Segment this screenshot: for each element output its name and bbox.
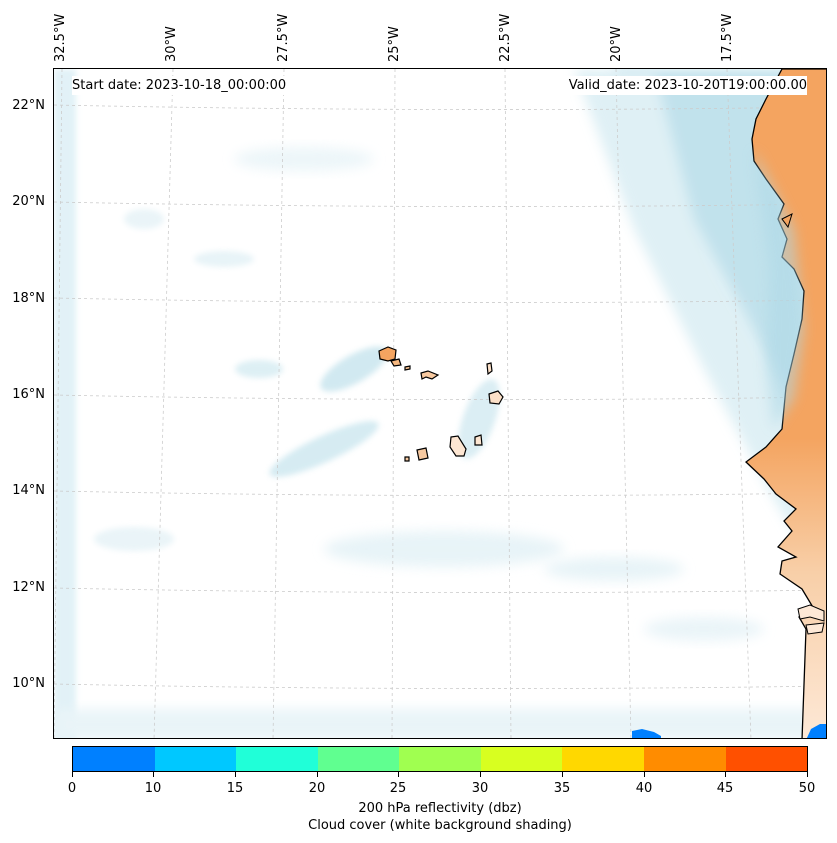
colorbar-segment bbox=[73, 747, 155, 771]
colorbar-tick-label: 45 bbox=[716, 781, 734, 796]
colorbar-tick bbox=[644, 772, 645, 777]
island-santa-luzia bbox=[404, 365, 411, 371]
colorbar-tick-label: 10 bbox=[144, 781, 162, 796]
africa-landmass bbox=[744, 69, 826, 738]
lat-label-20n: 20°N bbox=[12, 194, 45, 209]
map-panel bbox=[53, 68, 827, 739]
cabo-verde-islands bbox=[378, 346, 504, 462]
meridian-27-5w bbox=[272, 69, 285, 738]
cloud-south-edge bbox=[54, 709, 826, 738]
colorbar-segment bbox=[480, 747, 563, 771]
map-canvas bbox=[54, 69, 826, 738]
colorbar-tick bbox=[72, 772, 73, 777]
lat-label-14n: 14°N bbox=[12, 483, 45, 498]
island-sao-nicolau bbox=[420, 370, 440, 380]
lon-label-20w: 20°W bbox=[609, 26, 624, 62]
lat-label-22n: 22°N bbox=[12, 98, 45, 113]
lon-label-32-5w: 32.5°W bbox=[53, 13, 68, 62]
cloud-patch bbox=[324, 531, 564, 567]
coast-inlet bbox=[781, 213, 793, 229]
valid-date-label: Valid_date: 2023-10-20T19:00:00.00 bbox=[540, 76, 807, 95]
cloud-patch bbox=[644, 617, 764, 641]
colorbar-tick-label: 20 bbox=[308, 781, 326, 796]
cloud-patch bbox=[235, 360, 283, 378]
meridian-32-5w bbox=[54, 69, 63, 738]
colorbar-tick bbox=[480, 772, 481, 777]
meridian-22-5w bbox=[504, 69, 512, 738]
colorbar-tick-label: 25 bbox=[389, 781, 407, 796]
colorbar-tick bbox=[235, 772, 236, 777]
colorbar-segment bbox=[154, 747, 237, 771]
lon-label-22-5w: 22.5°W bbox=[498, 13, 513, 62]
island-santiago bbox=[449, 435, 467, 457]
lon-label-17-5w: 17.5°W bbox=[720, 13, 735, 62]
island-maio bbox=[474, 434, 483, 446]
coastal-island bbox=[805, 622, 825, 635]
island-brava bbox=[404, 456, 410, 462]
meridian-30w bbox=[153, 69, 174, 738]
lon-label-27-5w: 27.5°W bbox=[276, 13, 291, 62]
cloud-patch bbox=[544, 557, 684, 581]
colorbar-tick-label: 0 bbox=[67, 781, 77, 796]
meridian-20w bbox=[615, 69, 632, 738]
lat-label-10n: 10°N bbox=[12, 676, 45, 691]
colorbar-segment bbox=[317, 747, 400, 771]
meridian-25w bbox=[391, 69, 396, 738]
colorbar-tick bbox=[725, 772, 726, 777]
cloud-patch bbox=[269, 421, 379, 477]
parallel-20n bbox=[54, 201, 826, 207]
island-santo-antao bbox=[378, 346, 397, 362]
parallel-16n bbox=[54, 394, 826, 400]
parallel-14n bbox=[54, 490, 826, 496]
colorbar-subtitle: Cloud cover (white background shading) bbox=[308, 818, 572, 833]
island-fogo bbox=[416, 447, 429, 461]
sahara-cloud-overlay bbox=[754, 149, 804, 429]
island-boa-vista bbox=[488, 390, 504, 405]
reflectivity-echoes bbox=[632, 724, 826, 738]
colorbar-segment bbox=[562, 747, 644, 771]
colorbar-tick-label: 35 bbox=[553, 781, 571, 796]
colorbar-segment bbox=[236, 747, 318, 771]
colorbar-tick bbox=[317, 772, 318, 777]
island-sao-vicente bbox=[390, 358, 402, 367]
colorbar-segment bbox=[725, 747, 808, 771]
cloud-cover-layer bbox=[54, 69, 826, 738]
colorbar-segment bbox=[643, 747, 726, 771]
reflectivity-echo bbox=[806, 724, 826, 738]
cloud-patch bbox=[320, 346, 388, 392]
parallel-18n bbox=[54, 297, 826, 303]
cloud-patch bbox=[234, 147, 374, 171]
colorbar-tick-label: 15 bbox=[226, 781, 244, 796]
colorbar-tick bbox=[153, 772, 154, 777]
colorbar-tick bbox=[398, 772, 399, 777]
lat-label-16n: 16°N bbox=[12, 387, 45, 402]
start-date-label: Start date: 2023-10-18_00:00:00 bbox=[72, 76, 312, 95]
bissau-islands bbox=[797, 604, 825, 622]
cloud-west-edge bbox=[54, 69, 76, 738]
cloud-patch bbox=[94, 527, 174, 551]
cloud-patch bbox=[194, 251, 254, 267]
reflectivity-echo bbox=[632, 729, 661, 738]
meridian-17-5w bbox=[726, 69, 752, 738]
colorbar-tick-label: 40 bbox=[635, 781, 653, 796]
reflectivity-colorbar bbox=[72, 746, 808, 772]
lat-label-12n: 12°N bbox=[12, 580, 45, 595]
parallel-12n bbox=[54, 587, 826, 593]
colorbar-title: 200 hPa reflectivity (dbz) bbox=[358, 801, 522, 816]
lat-label-18n: 18°N bbox=[12, 291, 45, 306]
parallel-10n bbox=[54, 683, 826, 689]
colorbar-tick bbox=[807, 772, 808, 777]
lon-label-30w: 30°W bbox=[164, 26, 179, 62]
parallel-22n bbox=[54, 104, 826, 110]
colorbar-segment bbox=[399, 747, 481, 771]
colorbar-tick bbox=[562, 772, 563, 777]
cloud-patch bbox=[124, 209, 164, 229]
colorbar-tick-label: 30 bbox=[471, 781, 489, 796]
colorbar-tick-label: 50 bbox=[798, 781, 816, 796]
graticule bbox=[54, 69, 826, 738]
lon-label-25w: 25°W bbox=[387, 26, 402, 62]
island-sal bbox=[486, 362, 493, 376]
